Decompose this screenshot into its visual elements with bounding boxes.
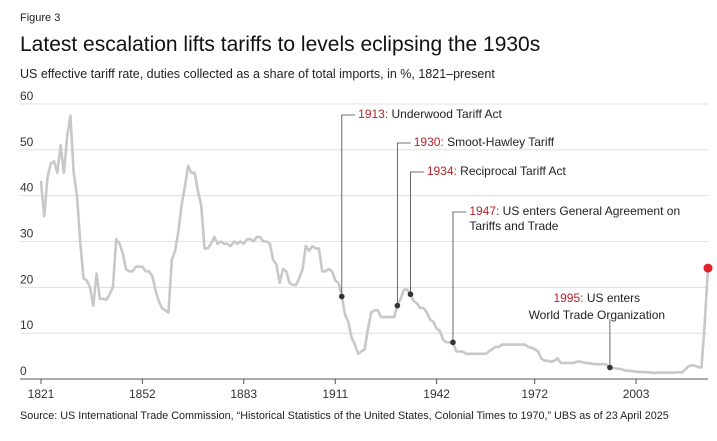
annotation-label-1934: 1934: Reciprocal Tariff Act [427,164,567,178]
annotation-label2-1995: World Trade Organization [529,308,666,322]
x-tick-label-1972: 1972 [521,387,548,401]
x-tick-label-1911: 1911 [322,387,348,401]
annotation-leader-1934 [410,171,424,295]
figure-label: Figure 3 [20,12,61,24]
annotation-marker-1930 [394,302,401,309]
y-tick-label-10: 10 [20,318,34,332]
annotation-label-1947: 1947: US enters General Agreement on [469,204,680,218]
annotation-leader-1930 [396,142,411,306]
y-tick-label-0: 0 [20,364,27,378]
y-tick-label-30: 30 [20,227,34,241]
annotation-marker-1947 [450,339,456,346]
annotation-label-1930: 1930: Smoot-Hawley Tariff [414,135,555,149]
x-axis-ticks: 1821 1852 1883 1911 1942 1972 2003 [28,379,650,401]
source-note: Source: US International Trade Commissio… [20,410,669,422]
annotation-leader-1913 [341,114,356,297]
y-tick-label-40: 40 [20,181,34,195]
annotations: 1913: Underwood Tariff Act 1930: Smoot-Ha… [339,107,680,371]
chart-subtitle: US effective tariff rate, duties collect… [20,67,495,81]
annotation-marker-1995 [607,364,613,371]
series-line-0 [39,114,710,375]
x-tick-label-2003: 2003 [623,387,650,401]
grid-lines [20,103,708,380]
y-tick-label-60: 60 [20,89,34,103]
annotation-marker-1913 [339,293,345,300]
annotation-marker-1934 [407,291,414,298]
series-line-group [39,114,713,375]
annotation-label-1913: 1913: Underwood Tariff Act [358,107,502,121]
x-tick-label-1821: 1821 [28,387,55,401]
x-tick-label-1883: 1883 [230,387,257,401]
annotation-leader-1947 [452,211,467,343]
x-tick-label-1942: 1942 [423,387,450,401]
y-tick-label-20: 20 [20,272,34,286]
latest-value-point [703,263,713,273]
x-tick-label-1852: 1852 [129,387,156,401]
chart-title: Latest escalation lifts tariffs to level… [20,33,541,56]
y-tick-label-50: 50 [20,135,34,149]
annotation-label2-1947: Tariffs and Trade [469,219,558,233]
annotation-label-1995: 1995: US enters [553,291,640,305]
y-axis-ticks: 0 10 20 30 40 50 60 [20,89,34,378]
